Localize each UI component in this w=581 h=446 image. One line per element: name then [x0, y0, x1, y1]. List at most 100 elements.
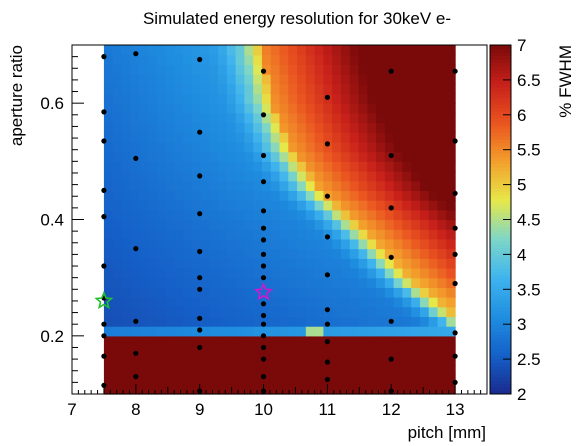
star-marker	[94, 290, 114, 310]
color-scale-step	[490, 334, 511, 339]
heatmap-cell	[349, 171, 360, 182]
heatmap-cell	[182, 364, 193, 376]
heatmap-cell	[235, 248, 245, 259]
heatmap-cell	[340, 54, 351, 65]
heatmap-cell	[261, 161, 272, 172]
heatmap-cell	[174, 112, 184, 124]
heatmap-cell	[349, 161, 360, 172]
heatmap-cell	[244, 180, 254, 192]
heatmap-cell	[349, 345, 360, 356]
heatmap-cell	[376, 132, 386, 143]
heatmap-cell	[297, 161, 307, 172]
heatmap-cell	[174, 238, 184, 250]
heatmap-cell	[314, 54, 324, 65]
data-point	[197, 248, 203, 255]
color-scale-step	[490, 243, 511, 248]
data-point	[452, 353, 458, 359]
heatmap-cell	[428, 219, 439, 230]
data-point	[197, 211, 203, 217]
heatmap-cell	[446, 83, 456, 95]
heatmap-cell	[340, 64, 351, 75]
heatmap-cell	[349, 384, 360, 395]
heatmap-cell	[165, 267, 175, 279]
heatmap-cell	[349, 200, 360, 211]
heatmap-cell	[235, 335, 245, 347]
heatmap-cell	[191, 384, 202, 395]
heatmap-cell	[112, 54, 123, 65]
heatmap-cell	[182, 141, 193, 153]
heatmap-cell	[340, 229, 351, 240]
heatmap-cell	[103, 45, 114, 56]
heatmap-cell	[261, 54, 272, 65]
data-point	[452, 68, 458, 74]
color-scale-step	[490, 51, 511, 56]
heatmap-cell	[121, 355, 131, 366]
heatmap-cell	[156, 93, 166, 104]
heatmap-cell	[419, 83, 430, 95]
heatmap-cell	[165, 248, 175, 259]
heatmap-cell	[340, 374, 351, 385]
heatmap-cell	[103, 297, 114, 308]
heatmap-cell	[446, 248, 456, 259]
color-scale-step	[490, 257, 511, 262]
heatmap-cell	[174, 64, 184, 75]
heatmap-cell	[103, 171, 114, 182]
heatmap-cell	[314, 248, 324, 259]
data-point	[260, 237, 267, 243]
color-scale-step	[490, 90, 511, 95]
heatmap-cell	[147, 267, 158, 279]
heatmap-cell	[226, 287, 237, 298]
heatmap-cell	[244, 238, 254, 250]
heatmap-cell	[402, 209, 412, 221]
heatmap-cell	[103, 132, 114, 143]
heatmap-cell	[261, 45, 272, 56]
heatmap-cell	[384, 219, 395, 230]
heatmap-cell	[358, 103, 368, 114]
color-scale-tick-label: 5.5	[517, 141, 541, 160]
data-point	[260, 152, 267, 159]
color-scale-step	[490, 72, 511, 77]
heatmap-cell	[419, 355, 430, 366]
color-scale-step	[490, 240, 511, 245]
color-scale-tick-label: 4	[517, 245, 526, 264]
heatmap-cell	[314, 258, 324, 269]
heatmap-cell	[270, 326, 281, 337]
heatmap-cell	[112, 364, 123, 376]
heatmap-cell	[200, 180, 210, 192]
heatmap-cell	[191, 238, 202, 250]
color-scale-step	[490, 376, 511, 381]
color-scale-step	[490, 250, 511, 255]
heatmap-cell	[200, 171, 210, 182]
heatmap-cell	[182, 229, 193, 240]
heatmap-cell	[279, 219, 289, 230]
heatmap-cell	[376, 316, 386, 327]
heatmap-cell	[297, 335, 307, 347]
heatmap-cell	[218, 258, 228, 269]
heatmap-cell	[305, 335, 316, 347]
heatmap-cell	[200, 287, 210, 298]
heatmap-cell	[174, 83, 184, 95]
heatmap-cell	[209, 209, 219, 221]
heatmap-cell	[261, 151, 272, 162]
heatmap-cell	[314, 151, 324, 162]
heatmap-cell	[384, 248, 395, 259]
heatmap-cell	[340, 364, 351, 376]
heatmap-cell	[130, 141, 140, 153]
heatmap-cell	[244, 248, 254, 259]
heatmap-cell	[446, 316, 456, 327]
heatmap-cell	[174, 45, 184, 56]
heatmap-cell	[411, 200, 421, 211]
heatmap-cell	[174, 132, 184, 143]
heatmap-cell	[253, 277, 263, 288]
heatmap-cell	[270, 364, 281, 376]
heatmap-cell	[393, 287, 404, 298]
heatmap-cell	[270, 45, 281, 56]
heatmap-cell	[428, 93, 439, 104]
heatmap-cell	[156, 287, 166, 298]
heatmap-cell	[156, 54, 166, 65]
heatmap-cell	[393, 277, 404, 288]
data-point	[324, 193, 330, 199]
heatmap-cell	[165, 151, 175, 162]
heatmap-cell	[182, 200, 193, 211]
heatmap-cell	[367, 219, 377, 230]
